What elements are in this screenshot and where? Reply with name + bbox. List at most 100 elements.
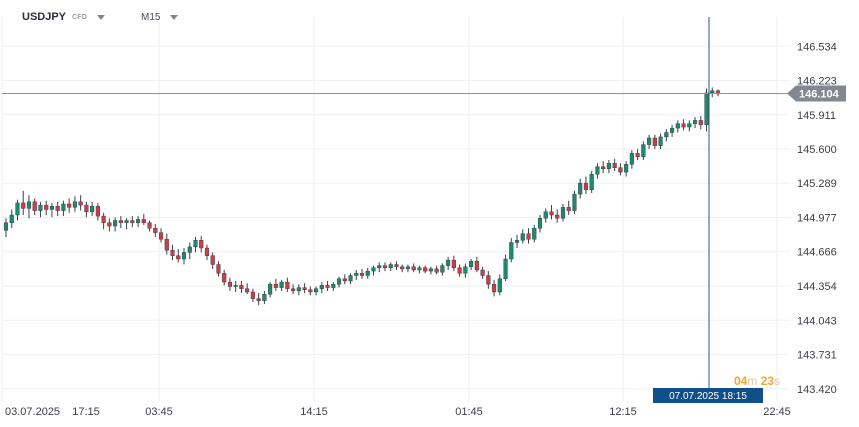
candle-body bbox=[687, 123, 692, 128]
candle-body bbox=[710, 90, 715, 94]
candle-body bbox=[417, 267, 422, 271]
candle-body bbox=[262, 294, 267, 302]
x-tick-label: 03:45 bbox=[145, 406, 173, 418]
candle-body bbox=[268, 284, 273, 295]
candle-body bbox=[491, 284, 497, 293]
candle-body bbox=[331, 284, 336, 288]
candle-body bbox=[537, 218, 543, 229]
candle-body bbox=[32, 201, 37, 211]
candle-body bbox=[216, 264, 221, 274]
candle-body bbox=[520, 233, 525, 241]
candle-body bbox=[612, 163, 617, 168]
candle-body bbox=[629, 153, 634, 165]
candle-body bbox=[130, 220, 135, 223]
candle-body bbox=[313, 288, 319, 293]
candle-body bbox=[451, 259, 456, 269]
current-price-tag bbox=[787, 85, 846, 102]
candle-body bbox=[308, 289, 313, 293]
candle-body bbox=[147, 222, 152, 229]
candle-body bbox=[497, 278, 502, 293]
candle-body bbox=[411, 266, 416, 271]
candle-body bbox=[423, 267, 428, 272]
candle-body bbox=[26, 201, 32, 209]
candle-body bbox=[578, 182, 583, 195]
candle-body bbox=[222, 273, 227, 283]
countdown-seconds: 23 bbox=[760, 374, 775, 388]
candle-body bbox=[67, 203, 72, 208]
candle-body bbox=[664, 132, 669, 138]
candle-body bbox=[199, 240, 204, 249]
candle-body bbox=[135, 219, 141, 223]
candle-body bbox=[474, 261, 479, 271]
candle-body bbox=[21, 202, 26, 209]
countdown-seconds-unit: s bbox=[774, 374, 781, 388]
candle-body bbox=[589, 174, 594, 190]
candle-body bbox=[692, 120, 698, 124]
candle-body bbox=[635, 153, 640, 157]
y-tick-label: 143.731 bbox=[797, 350, 837, 362]
candle-body bbox=[113, 220, 118, 227]
candle-body bbox=[704, 92, 709, 126]
candle-body bbox=[107, 222, 112, 227]
candle-body bbox=[319, 285, 324, 289]
candle-body bbox=[233, 285, 238, 287]
candle-body bbox=[187, 246, 192, 253]
candle-body bbox=[618, 167, 623, 173]
y-tick-label: 145.911 bbox=[797, 110, 836, 122]
chevron-down-icon[interactable] bbox=[170, 15, 179, 20]
candle-body bbox=[601, 166, 606, 170]
cursor-time-label: 07.07.2025 18:15 bbox=[669, 391, 747, 402]
candle-body bbox=[532, 227, 537, 240]
candle-body bbox=[359, 273, 365, 276]
candle-body bbox=[549, 211, 554, 216]
candle-body bbox=[509, 242, 514, 260]
candle-body bbox=[239, 285, 244, 289]
candle-body bbox=[256, 298, 261, 302]
candle-body bbox=[164, 238, 169, 251]
y-tick-label: 145.600 bbox=[797, 144, 837, 156]
candle-body bbox=[204, 247, 210, 256]
symbol-selector[interactable]: USDJPY CFD bbox=[22, 11, 106, 23]
candle-body bbox=[377, 265, 382, 269]
candle-body bbox=[285, 281, 290, 289]
candle-body bbox=[9, 214, 14, 223]
candle-body bbox=[158, 232, 164, 240]
candle-body bbox=[296, 287, 301, 292]
candle-body bbox=[153, 227, 158, 233]
candle-body bbox=[469, 261, 474, 267]
chevron-down-icon[interactable] bbox=[97, 14, 106, 20]
x-tick-label: 22:45 bbox=[763, 406, 791, 418]
candle-body bbox=[428, 268, 433, 272]
candle-body bbox=[245, 288, 250, 293]
candle-body bbox=[354, 273, 359, 276]
candle-body bbox=[118, 220, 123, 223]
candle-body bbox=[388, 264, 393, 268]
timeframe-selector[interactable]: M15 bbox=[141, 12, 179, 23]
candle-body bbox=[555, 214, 560, 219]
candle-body bbox=[348, 275, 353, 282]
current-price-label: 146.104 bbox=[799, 89, 840, 101]
instrument-type-badge: CFD bbox=[72, 13, 88, 21]
candle-body bbox=[250, 291, 255, 299]
candle-body bbox=[193, 240, 198, 248]
candle-body bbox=[55, 205, 60, 211]
x-tick-label: 01:45 bbox=[455, 406, 483, 418]
candle-body bbox=[15, 202, 20, 216]
timeframe-label: M15 bbox=[141, 12, 161, 23]
y-tick-label: 144.666 bbox=[797, 247, 837, 259]
candle-body bbox=[480, 269, 485, 276]
y-tick-label: 146.223 bbox=[797, 75, 837, 87]
candle-body bbox=[405, 266, 411, 270]
y-tick-label: 144.043 bbox=[797, 315, 837, 327]
candle-body bbox=[486, 275, 491, 285]
y-tick-label: 146.534 bbox=[797, 41, 837, 53]
candle-body bbox=[641, 144, 646, 157]
candle-body bbox=[90, 205, 95, 212]
candle-body bbox=[624, 164, 629, 173]
candle-body bbox=[394, 264, 399, 267]
candle-body bbox=[72, 201, 77, 208]
candle-body bbox=[566, 207, 571, 211]
candle-body bbox=[526, 233, 531, 240]
